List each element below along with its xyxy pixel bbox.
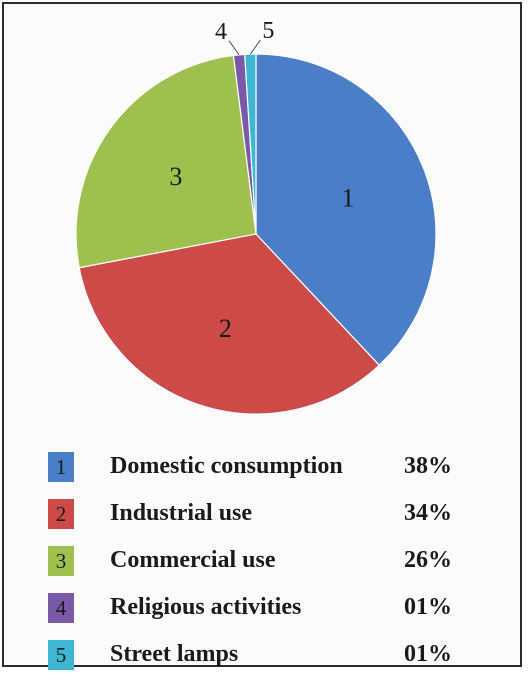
legend-swatch-4: 4	[48, 593, 74, 623]
legend-item-2: 2 Industrial use 34%	[44, 495, 484, 542]
legend-swatch-5: 5	[48, 640, 74, 670]
slice-label-2: 2	[219, 314, 232, 343]
legend-label-2: Industrial use	[110, 500, 252, 527]
legend-swatch-2: 2	[48, 499, 74, 529]
legend-percent-2: 34%	[404, 500, 452, 527]
legend-percent-1: 38%	[404, 453, 452, 480]
legend-item-4: 4 Religious activities 01%	[44, 589, 484, 636]
slice-label-3: 3	[169, 162, 182, 191]
legend-item-3: 3 Commercial use 26%	[44, 542, 484, 589]
pie-slice-3	[76, 55, 256, 267]
slice-label-5: 5	[262, 18, 274, 44]
leader-line-4	[229, 41, 239, 55]
legend-swatch-1: 1	[48, 452, 74, 482]
legend-label-3: Commercial use	[110, 547, 276, 574]
legend-percent-3: 26%	[404, 547, 452, 574]
slice-label-4: 4	[215, 19, 227, 45]
legend-swatch-3: 3	[48, 546, 74, 576]
legend-percent-5: 01%	[404, 641, 452, 668]
leader-line-5	[250, 40, 260, 54]
legend-label-5: Street lamps	[110, 641, 238, 668]
legend-item-1: 1 Domestic consumption 38%	[44, 448, 484, 495]
legend: 1 Domestic consumption 38% 2 Industrial use 3…	[44, 448, 484, 683]
legend-percent-4: 01%	[404, 594, 452, 621]
legend-label-1: Domestic consumption	[110, 453, 343, 480]
legend-item-5: 5 Street lamps 01%	[44, 636, 484, 683]
slice-label-1: 1	[342, 184, 355, 213]
legend-label-4: Religious activities	[110, 594, 301, 621]
